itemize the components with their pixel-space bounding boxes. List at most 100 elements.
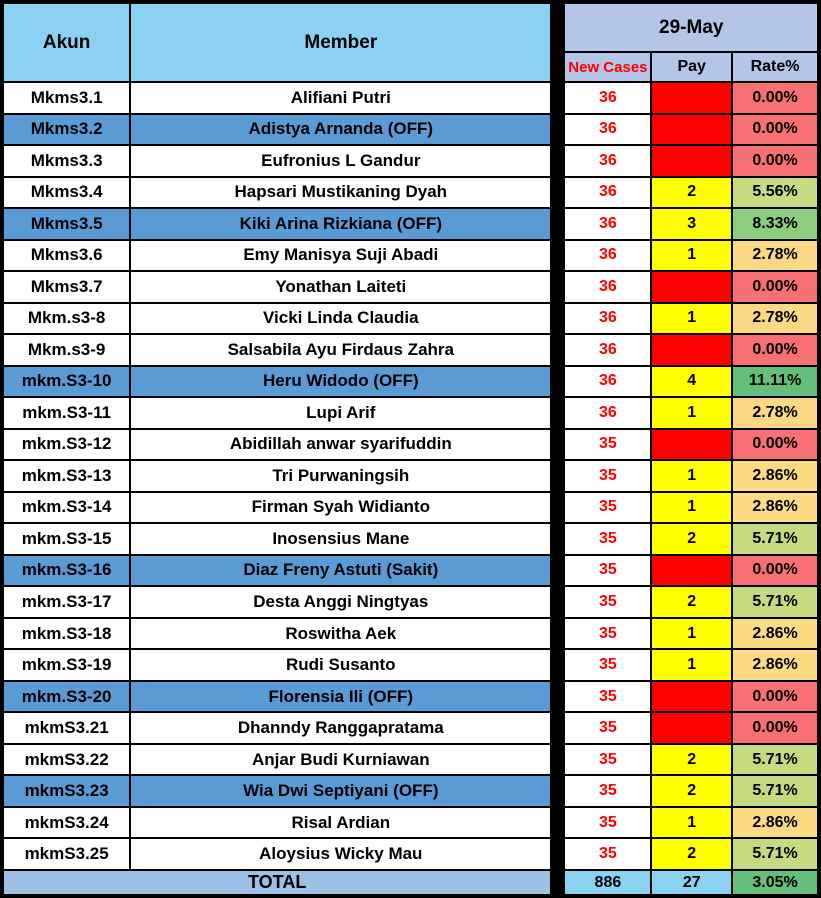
member-cell[interactable]: Yonathan Laiteti: [129, 270, 553, 304]
akun-cell[interactable]: mkmS3.23: [0, 774, 132, 808]
rate-cell[interactable]: 0.00%: [731, 553, 820, 588]
pay-cell[interactable]: [650, 711, 734, 745]
new-cases-cell[interactable]: 35: [563, 679, 653, 714]
pay-cell[interactable]: 1: [650, 805, 734, 840]
akun-cell[interactable]: mkm.S3-15: [0, 522, 132, 556]
new-cases-cell[interactable]: 35: [563, 427, 653, 462]
akun-cell[interactable]: Mkm.s3-8: [0, 301, 132, 336]
akun-cell[interactable]: mkm.S3-12: [0, 427, 132, 462]
new-cases-cell[interactable]: 36: [563, 112, 653, 147]
new-cases-cell[interactable]: 36: [563, 207, 653, 241]
total-new-cases-cell[interactable]: 886: [563, 869, 653, 897]
member-cell[interactable]: Firman Syah Widianto: [129, 490, 553, 525]
akun-cell[interactable]: mkm.S3-17: [0, 585, 132, 619]
rate-cell[interactable]: 2.78%: [731, 396, 820, 430]
new-cases-cell[interactable]: 35: [563, 490, 653, 525]
new-cases-cell[interactable]: 35: [563, 774, 653, 808]
rate-cell[interactable]: 2.86%: [731, 805, 820, 840]
akun-cell[interactable]: mkm.S3-13: [0, 459, 132, 493]
rate-cell[interactable]: 2.78%: [731, 238, 820, 273]
pay-cell[interactable]: [650, 270, 734, 304]
member-cell[interactable]: Hapsari Mustikaning Dyah: [129, 175, 553, 210]
pay-cell[interactable]: 2: [650, 522, 734, 556]
pay-cell[interactable]: [650, 333, 734, 367]
rate-cell[interactable]: 0.00%: [731, 81, 820, 115]
akun-cell[interactable]: mkmS3.25: [0, 837, 132, 871]
pay-cell[interactable]: 1: [650, 238, 734, 273]
rate-column-header[interactable]: Rate%: [731, 51, 820, 83]
pay-cell[interactable]: 1: [650, 616, 734, 651]
akun-cell[interactable]: mkm.S3-10: [0, 364, 132, 399]
new-cases-cell[interactable]: 35: [563, 553, 653, 588]
new-cases-cell[interactable]: 36: [563, 81, 653, 115]
akun-cell[interactable]: mkm.S3-11: [0, 396, 132, 430]
new-cases-cell[interactable]: 36: [563, 175, 653, 210]
member-cell[interactable]: Kiki Arina Rizkiana (OFF): [129, 207, 553, 241]
akun-cell[interactable]: mkmS3.22: [0, 742, 132, 777]
member-cell[interactable]: Heru Widodo (OFF): [129, 364, 553, 399]
akun-cell[interactable]: mkmS3.21: [0, 711, 132, 745]
rate-cell[interactable]: 0.00%: [731, 679, 820, 714]
member-cell[interactable]: Tri Purwaningsih: [129, 459, 553, 493]
new-cases-cell[interactable]: 35: [563, 837, 653, 871]
rate-cell[interactable]: 5.71%: [731, 522, 820, 556]
new-cases-cell[interactable]: 36: [563, 301, 653, 336]
pay-cell[interactable]: 2: [650, 585, 734, 619]
new-cases-cell[interactable]: 35: [563, 459, 653, 493]
new-cases-cell[interactable]: 35: [563, 616, 653, 651]
rate-cell[interactable]: 2.86%: [731, 490, 820, 525]
date-header[interactable]: 29-May: [563, 1, 820, 53]
new-cases-cell[interactable]: 35: [563, 648, 653, 682]
pay-cell[interactable]: 2: [650, 175, 734, 210]
new-cases-cell[interactable]: 35: [563, 742, 653, 777]
member-cell[interactable]: Adistya Arnanda (OFF): [129, 112, 553, 147]
akun-cell[interactable]: Mkms3.5: [0, 207, 132, 241]
pay-column-header[interactable]: Pay: [650, 51, 734, 83]
member-cell[interactable]: Risal Ardian: [129, 805, 553, 840]
rate-cell[interactable]: 11.11%: [731, 364, 820, 399]
member-cell[interactable]: Aloysius Wicky Mau: [129, 837, 553, 871]
pay-cell[interactable]: [650, 81, 734, 115]
new-cases-cell[interactable]: 35: [563, 585, 653, 619]
rate-cell[interactable]: 0.00%: [731, 427, 820, 462]
new-cases-cell[interactable]: 35: [563, 522, 653, 556]
member-cell[interactable]: Lupi Arif: [129, 396, 553, 430]
total-label-cell[interactable]: TOTAL: [0, 869, 553, 897]
member-column-header[interactable]: Member: [129, 1, 553, 83]
new-cases-cell[interactable]: 36: [563, 364, 653, 399]
rate-cell[interactable]: 0.00%: [731, 144, 820, 178]
pay-cell[interactable]: 1: [650, 301, 734, 336]
pay-cell[interactable]: 1: [650, 490, 734, 525]
member-cell[interactable]: Dhanndy Ranggapratama: [129, 711, 553, 745]
akun-cell[interactable]: mkm.S3-19: [0, 648, 132, 682]
rate-cell[interactable]: 5.56%: [731, 175, 820, 210]
rate-cell[interactable]: 5.71%: [731, 742, 820, 777]
new-cases-cell[interactable]: 36: [563, 238, 653, 273]
akun-cell[interactable]: mkm.S3-20: [0, 679, 132, 714]
akun-cell[interactable]: Mkms3.7: [0, 270, 132, 304]
new-cases-cell[interactable]: 36: [563, 396, 653, 430]
new-cases-cell[interactable]: 36: [563, 144, 653, 178]
pay-cell[interactable]: 3: [650, 207, 734, 241]
pay-cell[interactable]: [650, 679, 734, 714]
member-cell[interactable]: Eufronius L Gandur: [129, 144, 553, 178]
akun-cell[interactable]: Mkm.s3-9: [0, 333, 132, 367]
pay-cell[interactable]: 2: [650, 774, 734, 808]
pay-cell[interactable]: [650, 553, 734, 588]
member-cell[interactable]: Florensia Ili (OFF): [129, 679, 553, 714]
total-pay-cell[interactable]: 27: [650, 869, 734, 897]
akun-cell[interactable]: Mkms3.4: [0, 175, 132, 210]
new-cases-column-header[interactable]: New Cases: [563, 51, 653, 83]
rate-cell[interactable]: 2.86%: [731, 616, 820, 651]
rate-cell[interactable]: 0.00%: [731, 711, 820, 745]
rate-cell[interactable]: 0.00%: [731, 112, 820, 147]
pay-cell[interactable]: 4: [650, 364, 734, 399]
pay-cell[interactable]: 2: [650, 837, 734, 871]
member-cell[interactable]: Salsabila Ayu Firdaus Zahra: [129, 333, 553, 367]
rate-cell[interactable]: 0.00%: [731, 333, 820, 367]
rate-cell[interactable]: 0.00%: [731, 270, 820, 304]
total-rate-cell[interactable]: 3.05%: [731, 869, 820, 897]
pay-cell[interactable]: [650, 144, 734, 178]
pay-cell[interactable]: [650, 427, 734, 462]
akun-cell[interactable]: Mkms3.6: [0, 238, 132, 273]
